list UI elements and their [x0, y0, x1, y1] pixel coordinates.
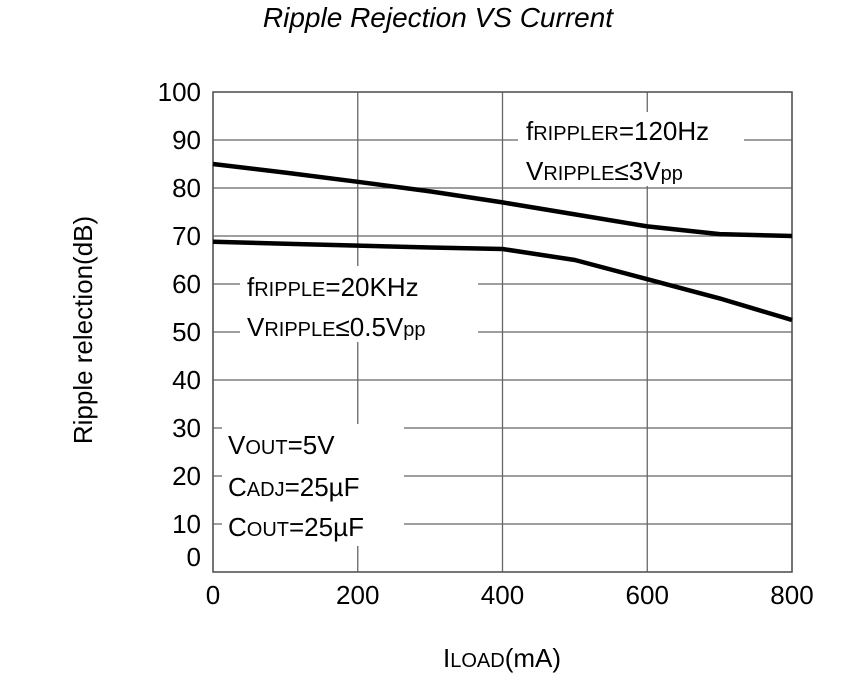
- y-tick-label: 10: [172, 509, 201, 539]
- x-tick-labels: 0 200 400 600 800: [206, 580, 814, 610]
- y-tick-label: 20: [172, 461, 201, 491]
- series-line-1: [212, 161, 793, 239]
- x-tick-label: 0: [206, 580, 220, 610]
- y-tick-label: 60: [172, 269, 201, 299]
- annotation-bg-3: [222, 424, 404, 546]
- annotation-conditions: VOUT=5V CADJ=25µF COUT=25µF: [228, 430, 367, 542]
- annotation-bg-1: [518, 112, 744, 186]
- y-tick-label: 90: [172, 125, 201, 155]
- x-tick-label: 800: [770, 580, 813, 610]
- chart-title: Ripple Rejection VS Current: [263, 2, 614, 33]
- x-tick-label: 600: [626, 580, 669, 610]
- y-tick-label: 70: [172, 221, 201, 251]
- series-line-2: [212, 239, 793, 323]
- x-axis-title: ILOAD(mA): [443, 643, 561, 673]
- y-tick-label: 50: [172, 317, 201, 347]
- y-tick-label: 40: [172, 365, 201, 395]
- annotation-bg-2: [240, 266, 478, 342]
- plot-frame: [212, 91, 793, 573]
- x-tick-label: 200: [336, 580, 379, 610]
- x-tick-label: 400: [481, 580, 524, 610]
- annotation-ripple-120hz: fRIPPLER=120Hz VRIPPLE≤3Vpp: [526, 116, 716, 186]
- y-tick-label: 100: [158, 77, 201, 107]
- y-tick-label: 0: [187, 542, 201, 572]
- y-tick-labels: 010 20 30 40 50 60 70 80 90 100: [158, 77, 201, 572]
- y-axis-title: Ripple relection(dB): [68, 216, 98, 444]
- annotation-ripple-20khz: fRIPPLE=20KHz VRIPPLE≤0.5Vpp: [247, 272, 426, 342]
- y-tick-label: 80: [172, 173, 201, 203]
- y-tick-label: 30: [172, 413, 201, 443]
- series-layer: [212, 161, 793, 323]
